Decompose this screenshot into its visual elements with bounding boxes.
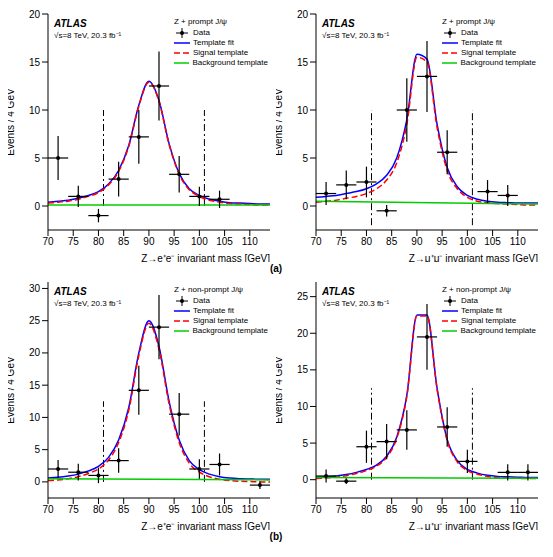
svg-text:0: 0 (34, 476, 40, 487)
svg-text:70: 70 (42, 236, 54, 247)
svg-text:75: 75 (336, 504, 348, 515)
html-text:Background template: Background template (460, 326, 536, 335)
html-text:Z + non-prompt J/ψ: Z + non-prompt J/ψ (442, 285, 512, 294)
svg-text:70: 70 (310, 504, 322, 515)
svg-text:85: 85 (118, 236, 130, 247)
svg-text:80: 80 (93, 504, 105, 515)
svg-text:70: 70 (310, 236, 322, 247)
html-text:Background template: Background template (192, 58, 268, 67)
svg-text:0: 0 (302, 474, 308, 485)
svg-text:110: 110 (242, 504, 258, 515)
svg-text:0: 0 (302, 201, 308, 212)
svg-text:95: 95 (437, 236, 449, 247)
html-text:Template fit: Template fit (461, 38, 502, 47)
svg-text:Z→μ⁺μ⁻ invariant mass [GeV]: Z→μ⁺μ⁻ invariant mass [GeV] (409, 521, 538, 530)
svg-text:70: 70 (42, 504, 54, 515)
html-text:Template fit: Template fit (193, 38, 234, 47)
svg-text:Z→μ⁺μ⁻ invariant mass [GeV]: Z→μ⁺μ⁻ invariant mass [GeV] (409, 253, 538, 262)
html-text:Signal template: Signal template (461, 48, 517, 57)
svg-text:5: 5 (34, 444, 40, 455)
svg-text:80: 80 (93, 236, 105, 247)
html-text:ATLAS: ATLAS (54, 18, 87, 29)
svg-text:15: 15 (297, 57, 309, 68)
svg-text:0: 0 (34, 201, 40, 212)
svg-text:10: 10 (297, 105, 309, 116)
svg-text:110: 110 (242, 236, 258, 247)
svg-text:25: 25 (297, 291, 309, 302)
svg-text:Z→e⁺e⁻ invariant mass [GeV]: Z→e⁺e⁻ invariant mass [GeV] (141, 253, 270, 262)
svg-text:100: 100 (459, 236, 476, 247)
svg-text:100: 100 (191, 236, 208, 247)
svg-text:95: 95 (437, 504, 449, 515)
svg-text:95: 95 (169, 236, 181, 247)
svg-text:20: 20 (297, 9, 309, 20)
svg-text:110: 110 (510, 504, 526, 515)
svg-text:75: 75 (68, 504, 80, 515)
html-text:Z + prompt J/ψ: Z + prompt J/ψ (442, 17, 496, 26)
svg-text:25: 25 (29, 315, 41, 326)
html-text:Signal template: Signal template (193, 316, 249, 325)
svg-text:90: 90 (411, 236, 423, 247)
svg-text:10: 10 (29, 105, 41, 116)
html-text:√s=8 TeV, 20.3 fb⁻¹: √s=8 TeV, 20.3 fb⁻¹ (54, 31, 122, 40)
svg-text:85: 85 (118, 504, 130, 515)
svg-text:Events / 4 GeV: Events / 4 GeV (276, 356, 284, 424)
svg-text:90: 90 (143, 236, 155, 247)
html-text:(a): (a) (269, 263, 283, 274)
html-text:Data: Data (193, 28, 210, 37)
html-text:ATLAS: ATLAS (322, 286, 355, 297)
svg-text:75: 75 (68, 236, 80, 247)
svg-text:85: 85 (386, 504, 398, 515)
svg-text:5: 5 (34, 153, 40, 164)
svg-text:Z→e⁺e⁻ invariant mass [GeV]: Z→e⁺e⁻ invariant mass [GeV] (141, 521, 270, 530)
html-text:√s=8 TeV, 20.3 fb⁻¹: √s=8 TeV, 20.3 fb⁻¹ (54, 299, 122, 308)
svg-text:15: 15 (29, 57, 41, 68)
svg-text:75: 75 (336, 236, 348, 247)
html-text:Z + prompt J/ψ: Z + prompt J/ψ (174, 17, 228, 26)
svg-text:85: 85 (386, 236, 398, 247)
svg-text:105: 105 (484, 236, 501, 247)
svg-text:105: 105 (484, 504, 501, 515)
svg-text:20: 20 (29, 347, 41, 358)
html-text:Data: Data (461, 296, 478, 305)
html-text:Background template: Background template (460, 58, 536, 67)
html-text:Signal template: Signal template (193, 48, 249, 57)
html-text:Template fit: Template fit (193, 306, 234, 315)
svg-text:105: 105 (216, 504, 233, 515)
svg-text:20: 20 (297, 328, 309, 339)
svg-text:90: 90 (143, 504, 155, 515)
svg-text:100: 100 (191, 504, 208, 515)
svg-text:15: 15 (29, 380, 41, 391)
svg-text:Events / 4 GeV: Events / 4 GeV (8, 88, 16, 156)
svg-text:110: 110 (510, 236, 526, 247)
html-text:Signal template: Signal template (461, 316, 517, 325)
svg-text:80: 80 (361, 504, 373, 515)
svg-text:20: 20 (29, 9, 41, 20)
svg-text:10: 10 (29, 412, 41, 423)
html-text:(b): (b) (269, 531, 283, 542)
svg-text:100: 100 (459, 504, 476, 515)
svg-text:Events / 4 GeV: Events / 4 GeV (276, 88, 284, 156)
svg-text:80: 80 (361, 236, 373, 247)
svg-text:15: 15 (297, 364, 309, 375)
html-text:ATLAS: ATLAS (54, 286, 87, 297)
svg-text:5: 5 (302, 153, 308, 164)
svg-text:105: 105 (216, 236, 233, 247)
html-text:Data: Data (461, 28, 478, 37)
html-text:√s=8 TeV, 20.3 fb⁻¹: √s=8 TeV, 20.3 fb⁻¹ (322, 299, 390, 308)
svg-text:30: 30 (29, 283, 41, 294)
svg-text:90: 90 (411, 504, 423, 515)
html-text:√s=8 TeV, 20.3 fb⁻¹: √s=8 TeV, 20.3 fb⁻¹ (322, 31, 390, 40)
svg-text:10: 10 (297, 401, 309, 412)
html-text:ATLAS: ATLAS (322, 18, 355, 29)
svg-text:95: 95 (169, 504, 181, 515)
html-text:Background template: Background template (192, 326, 268, 335)
svg-text:Events / 4 GeV: Events / 4 GeV (8, 356, 16, 424)
svg-text:5: 5 (302, 438, 308, 449)
html-text:Data: Data (193, 296, 210, 305)
html-text:Template fit: Template fit (461, 306, 502, 315)
html-text:Z + non-prompt J/ψ: Z + non-prompt J/ψ (174, 285, 244, 294)
